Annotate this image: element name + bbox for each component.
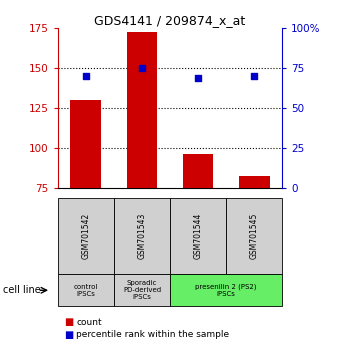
Text: control
IPSCs: control IPSCs bbox=[74, 284, 98, 297]
Bar bbox=[170, 198, 226, 274]
Text: Sporadic
PD-derived
iPSCs: Sporadic PD-derived iPSCs bbox=[123, 280, 161, 300]
Point bbox=[83, 73, 88, 79]
Bar bbox=[183, 154, 214, 188]
Bar bbox=[126, 32, 157, 188]
Text: GSM701544: GSM701544 bbox=[193, 213, 203, 259]
Bar bbox=[58, 274, 114, 306]
Text: GSM701542: GSM701542 bbox=[81, 213, 90, 259]
Text: GSM701543: GSM701543 bbox=[137, 213, 147, 259]
Bar bbox=[226, 198, 282, 274]
Text: ■: ■ bbox=[65, 330, 74, 339]
Bar bbox=[114, 274, 170, 306]
Bar bbox=[114, 198, 170, 274]
Text: cell line: cell line bbox=[3, 285, 41, 295]
Text: GSM701545: GSM701545 bbox=[250, 213, 259, 259]
Text: presenilin 2 (PS2)
iPSCs: presenilin 2 (PS2) iPSCs bbox=[195, 284, 257, 297]
Bar bbox=[170, 274, 282, 306]
Title: GDS4141 / 209874_x_at: GDS4141 / 209874_x_at bbox=[95, 14, 245, 27]
Point bbox=[251, 73, 257, 79]
Text: count: count bbox=[76, 318, 102, 327]
Bar bbox=[58, 198, 114, 274]
Bar bbox=[239, 176, 270, 188]
Bar bbox=[70, 100, 101, 188]
Point bbox=[139, 65, 145, 71]
Text: ■: ■ bbox=[65, 317, 74, 327]
Point bbox=[195, 75, 201, 81]
Text: percentile rank within the sample: percentile rank within the sample bbox=[76, 330, 230, 339]
